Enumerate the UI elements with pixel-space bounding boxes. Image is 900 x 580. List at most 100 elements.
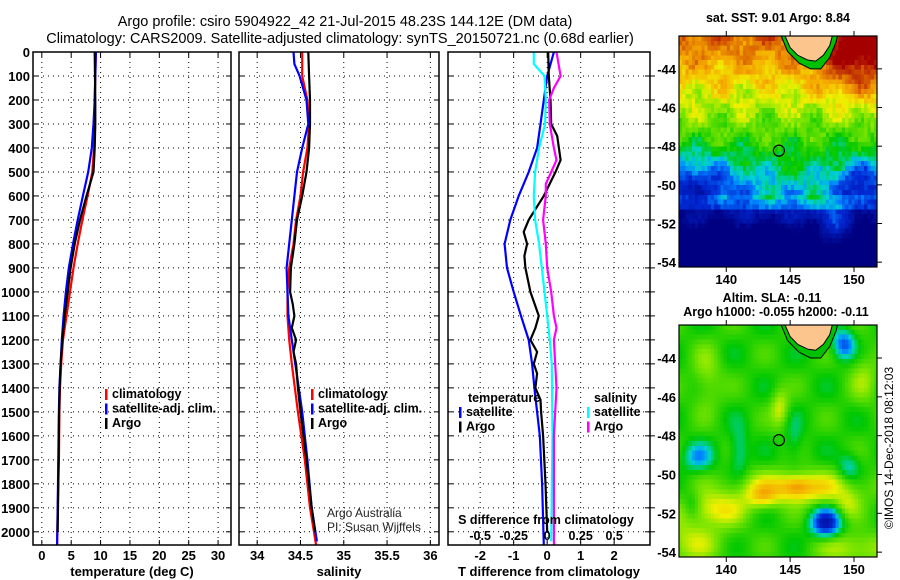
series-line-temperature-argo: [522, 51, 562, 532]
s-tick-label: -0.5: [469, 529, 491, 543]
y-tick-label: 0: [23, 45, 30, 60]
map-y-tick-label: -54: [657, 545, 677, 560]
map-x-tick-label: 150: [843, 562, 865, 577]
y-tick-label: 1100: [2, 309, 30, 324]
map-y-tick-label: -44: [657, 351, 677, 366]
y-tick-label: 1400: [1, 381, 30, 396]
series-line-temperature-satellite: [503, 51, 555, 546]
y-tick-label: 1600: [1, 429, 30, 444]
x-tick-label: 35: [337, 548, 351, 563]
y-tick-label: 2000: [1, 525, 30, 540]
difference-panel: -2 -1 0 1 2T difference from climatology temp…: [447, 51, 655, 579]
s-tick-label: 0: [544, 529, 551, 543]
x-tick-label: 34.5: [288, 548, 313, 563]
x-tick-label: 30: [211, 548, 225, 563]
map-y-tick-label: -44: [657, 62, 677, 77]
legend-label: satellite-adj. clim.: [112, 402, 216, 416]
legend-swatch: [311, 418, 314, 429]
legend-swatch: [311, 403, 314, 415]
map-y-tick-label: -52: [657, 506, 676, 521]
sla-map-axes: 140 145 150 -44 -46 -48 -50 -52 -54: [657, 320, 882, 577]
s-tick-label: 0.5: [605, 529, 622, 543]
x-axis-label: salinity: [317, 564, 363, 579]
imos-credit: ©IMOS 14-Dec-2018 08:12:03: [882, 367, 896, 530]
x-tick-label: 10: [93, 548, 107, 563]
sla-map-field: [679, 325, 877, 557]
map-y-tick-label: -48: [657, 139, 676, 154]
s-tick-label: 0.25: [568, 529, 592, 543]
y-tick-label: 200: [8, 93, 30, 108]
x-tick-label: 15: [123, 548, 137, 563]
series-line-salinity-argo: [541, 51, 562, 545]
legend-label: climatology: [112, 387, 182, 401]
x-axis-label: T difference from climatology: [458, 564, 641, 579]
series-line-argo: [56, 51, 97, 532]
legend-label: Argo: [318, 416, 348, 430]
map-y-tick-label: -46: [657, 390, 676, 405]
sst-map-field: [679, 36, 877, 267]
series-line-satellite-adj-clim-: [285, 51, 318, 542]
y-tick-label: 100: [8, 69, 30, 84]
sla-map-title-line1: Altim. SLA: -0.11: [723, 291, 822, 305]
x-tick-label: 35.5: [374, 548, 399, 563]
map-x-tick-label: 145: [779, 272, 801, 287]
map-y-tick-label: -50: [657, 178, 676, 193]
map-y-tick-label: -46: [657, 101, 676, 116]
map-x-tick-label: 150: [843, 272, 865, 287]
x-axis-label: temperature (deg C): [70, 564, 194, 579]
plot-frame: [32, 51, 232, 546]
y-tick-label: 1800: [1, 477, 30, 492]
temperature-panel: 0 5 10 15 20 25 300100200300400500600700800900…: [1, 45, 232, 579]
y-tick-label: 1000: [1, 285, 30, 300]
s-tick-label: -0.25: [499, 529, 528, 543]
legend-swatch: [459, 407, 462, 418]
x-tick-label: 20: [152, 548, 166, 563]
sst-map-title: sat. SST: 9.01 Argo: 8.84: [706, 11, 850, 25]
legend-swatch: [105, 389, 108, 400]
map-x-tick-label: 140: [715, 562, 737, 577]
map-y-tick-label: -54: [657, 255, 677, 270]
s-axis-label: S difference from climatology: [458, 513, 634, 527]
legend-label-temperature: satellite: [466, 405, 513, 419]
x-tick-label: -2: [474, 548, 486, 563]
series-line-climatology: [56, 51, 97, 546]
sla-map-title-line2: Argo h1000: -0.055 h2000: -0.11: [683, 305, 869, 319]
legend-swatch: [311, 389, 314, 400]
map-x-tick-label: 140: [715, 272, 737, 287]
y-tick-label: 1500: [1, 405, 30, 420]
y-tick-label: 400: [8, 141, 30, 156]
legend-label-temperature: Argo: [466, 420, 496, 434]
y-tick-label: 500: [8, 165, 30, 180]
legend-swatch: [105, 403, 108, 415]
legend-label: climatology: [318, 387, 388, 401]
figure-title-line1: Argo profile: csiro 5904922_42 21-Jul-20…: [118, 14, 573, 30]
legend-label: Argo: [112, 416, 142, 430]
y-tick-label: 600: [8, 189, 30, 204]
tasmania-land: [784, 35, 833, 62]
y-tick-label: 1300: [1, 357, 30, 372]
legend-label-salinity: satellite: [594, 405, 641, 419]
figure-title-line2: Climatology: CARS2009. Satellite-adjuste…: [46, 31, 634, 47]
y-tick-label: 1200: [1, 333, 30, 348]
series-line-satellite-adj-clim-: [56, 51, 97, 546]
tasmania-land: [784, 324, 833, 351]
y-tick-label: 800: [8, 237, 30, 252]
legend-swatch: [587, 407, 590, 418]
x-tick-label: 34: [250, 548, 265, 563]
y-tick-label: 900: [8, 261, 30, 276]
map-y-tick-label: -48: [657, 429, 676, 444]
legend-swatch: [105, 418, 108, 429]
y-tick-label: 300: [8, 117, 30, 132]
legend-swatch: [587, 421, 590, 433]
x-tick-label: 5: [68, 548, 75, 563]
legend-header-temperature: temperature: [468, 391, 540, 405]
annotation-text: PI: Susan Wijffels: [327, 520, 421, 534]
y-tick-label: 700: [8, 213, 30, 228]
x-tick-label: -1: [508, 548, 520, 563]
x-tick-label: 1: [577, 548, 584, 563]
argo-position-marker: [772, 434, 785, 447]
map-y-tick-label: -52: [657, 217, 676, 232]
map-x-tick-label: 145: [779, 562, 801, 577]
